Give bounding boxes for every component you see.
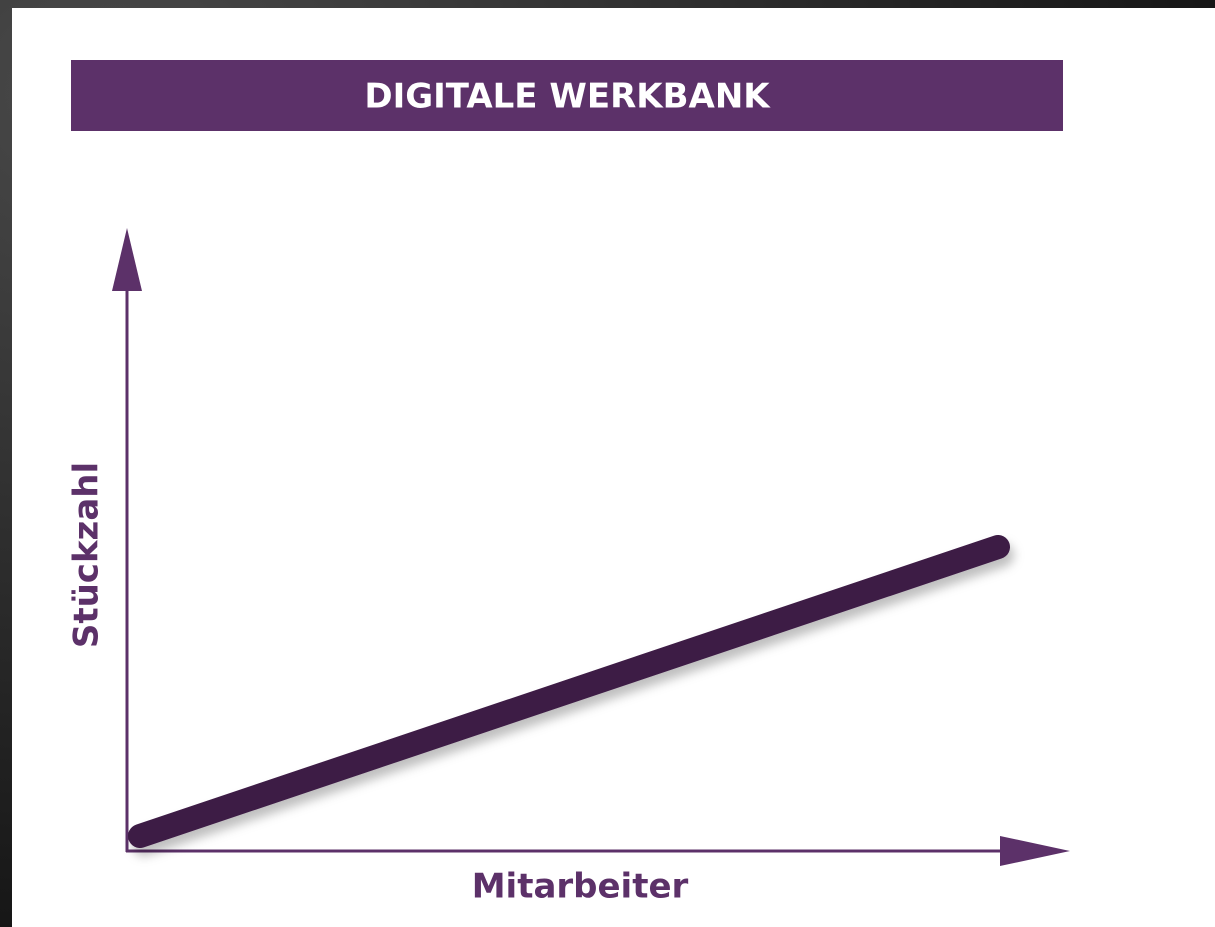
y-axis-arrow — [112, 228, 142, 291]
y-axis-label: Stückzahl — [67, 462, 107, 648]
title-bar — [71, 60, 1063, 131]
trend-line — [128, 535, 1010, 848]
panel — [12, 8, 1215, 927]
x-axis-arrow — [1000, 836, 1070, 866]
x-axis-label: Mitarbeiter — [472, 867, 689, 907]
title: DIGITALE WERKBANK — [364, 77, 771, 117]
